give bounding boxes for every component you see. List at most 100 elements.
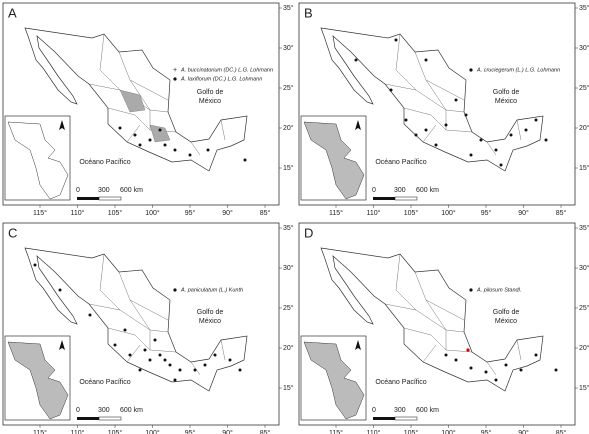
- occurrence-point: [173, 148, 177, 152]
- state-borders: [384, 253, 522, 376]
- occurrence-point: [173, 378, 177, 382]
- occurrence-point: [554, 368, 558, 372]
- state-borders: [88, 253, 226, 376]
- scale-label: 600 km: [120, 407, 143, 414]
- lon-label: 115°: [329, 429, 343, 434]
- scale-label: 0: [372, 407, 376, 414]
- scale-label: 0: [76, 187, 80, 194]
- north-arrow: [355, 340, 361, 350]
- occurrence-point: [464, 113, 468, 117]
- country-outline: [320, 27, 544, 172]
- occurrence-point: [203, 363, 207, 367]
- sea-label: Océano Pacífico: [79, 379, 130, 386]
- legend-entry: A. buccinatorium (DC.) L.G. Lohmann: [180, 67, 273, 73]
- panel-label: C: [8, 225, 17, 240]
- lat-label: 30°: [579, 264, 589, 272]
- lat-label: 30°: [283, 44, 294, 52]
- lon-label: 85°: [260, 429, 271, 434]
- scale-label: 300: [98, 407, 110, 414]
- lat-label: 30°: [283, 264, 294, 272]
- sea-label: Golfo de: [493, 309, 520, 316]
- inset-land: [303, 341, 365, 420]
- lat-label: 15°: [283, 384, 294, 392]
- inset-land: [303, 121, 365, 200]
- lat-label: 25°: [579, 84, 589, 92]
- occurrence-point: [509, 133, 513, 137]
- occurrence-point: [534, 353, 538, 357]
- occurrence-point: [148, 358, 152, 362]
- occurrence-point: [454, 98, 458, 102]
- legend-entry: A. cruciegerum (L.) L.G. Lohmann: [476, 67, 560, 73]
- lon-label: 100°: [145, 209, 160, 217]
- occurrence-point: [148, 138, 152, 142]
- occurrence-point: [238, 368, 242, 372]
- occurrence-point: [504, 363, 508, 367]
- occurrence-point: [354, 58, 358, 62]
- occurrence-point: [389, 88, 393, 92]
- occurrence-point: [544, 138, 548, 142]
- legend-marker: [173, 288, 177, 292]
- scale-bar: [373, 197, 395, 200]
- sea-label: Océano Pacífico: [79, 159, 130, 166]
- lon-label: 85°: [260, 209, 271, 217]
- legend-entry: A. paniculatum (L.) Kunth: [180, 287, 243, 293]
- lon-label: 95°: [481, 209, 492, 217]
- lat-label: 25°: [283, 84, 294, 92]
- lon-label: 110°: [71, 209, 85, 217]
- occurrence-point: [466, 348, 470, 352]
- occurrence-point: [424, 128, 428, 132]
- lon-label: 90°: [518, 209, 529, 217]
- occurrence-point: [193, 368, 197, 372]
- lon-label: 105°: [108, 429, 123, 434]
- lon-label: 90°: [222, 429, 233, 434]
- lon-label: 90°: [518, 429, 529, 434]
- occurrence-point: [128, 353, 132, 357]
- lon-label: 105°: [404, 209, 419, 217]
- country-outline: [320, 247, 544, 392]
- legend-marker: [173, 77, 177, 81]
- occurrence-point: [168, 363, 172, 367]
- occurrence-point: [118, 126, 122, 130]
- state-borders: [384, 33, 522, 156]
- scale-label: 0: [76, 407, 80, 414]
- lon-label: 115°: [33, 429, 47, 434]
- occurrence-point: [206, 148, 210, 152]
- occurrence-point: [469, 366, 473, 370]
- sea-label: Golfo de: [197, 89, 224, 96]
- lon-label: 95°: [481, 429, 492, 434]
- lon-label: 95°: [185, 429, 196, 434]
- legend-marker: +: [173, 67, 177, 74]
- occurrence-point: [469, 153, 473, 157]
- occurrence-point: [153, 338, 157, 342]
- occurrence-point: [394, 38, 398, 42]
- lon-label: 110°: [367, 209, 381, 217]
- sea-label: México: [495, 98, 517, 105]
- occurrence-point: [243, 158, 247, 162]
- lon-label: 100°: [441, 209, 456, 217]
- lon-label: 105°: [108, 209, 123, 217]
- sea-label: México: [199, 318, 221, 325]
- occurrence-point: [524, 128, 528, 132]
- lat-label: 35°: [579, 224, 589, 232]
- legend-entry: A. pilosum Standl.: [476, 287, 521, 293]
- range-shading: [119, 89, 171, 143]
- occurrence-point: [138, 143, 142, 147]
- lon-label: 110°: [367, 429, 381, 434]
- map-panel: A + A. buccinatorium (DC.) L.G. Lohmann A. …: [2, 2, 294, 217]
- sea-label: Océano Pacífico: [375, 159, 426, 166]
- north-arrow: [355, 120, 361, 130]
- sea-label: México: [495, 318, 517, 325]
- occurrence-point: [228, 358, 232, 362]
- lat-label: 20°: [283, 344, 294, 352]
- occurrence-point: [113, 343, 117, 347]
- occurrence-point: [534, 118, 538, 122]
- lat-label: 20°: [283, 124, 294, 132]
- occurrence-point: [519, 368, 523, 372]
- panel-label: B: [304, 5, 313, 20]
- occurrence-point: [138, 368, 142, 372]
- scale-label: 300: [98, 187, 110, 194]
- inset-land: [7, 341, 69, 420]
- legend-marker: [469, 288, 473, 292]
- occurrence-point: [494, 378, 498, 382]
